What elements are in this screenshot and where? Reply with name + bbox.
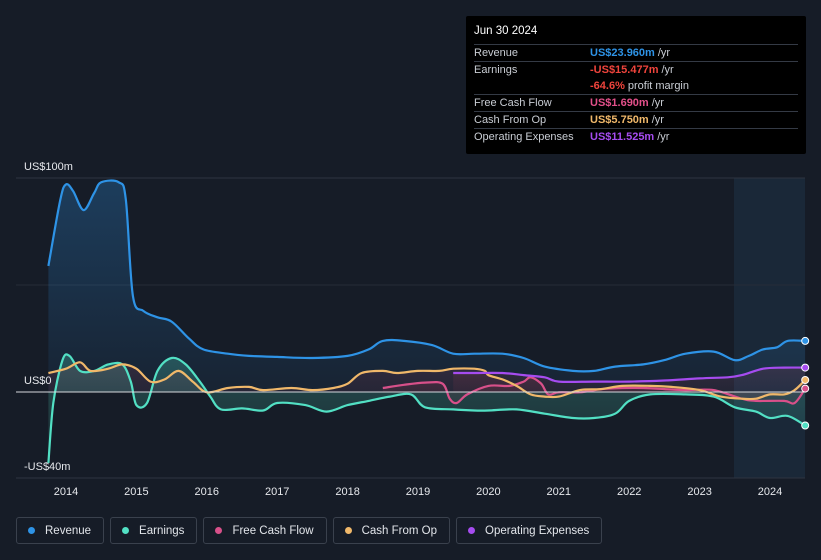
- end-point-free-cash-flow[interactable]: [801, 384, 810, 393]
- forecast-shade: [734, 178, 805, 478]
- end-point-earnings[interactable]: [801, 421, 810, 430]
- legend-item-revenue[interactable]: Revenue: [16, 517, 105, 544]
- legend-label: Free Cash Flow: [232, 524, 314, 537]
- tooltip-label: [474, 78, 590, 94]
- x-tick-label: 2016: [195, 486, 219, 498]
- series-area-operating-expenses: [453, 367, 806, 393]
- tooltip-row-profit-margin: -64.6% profit margin: [474, 78, 798, 94]
- legend-dot-icon: [215, 527, 223, 534]
- tooltip-label: Revenue: [474, 47, 519, 59]
- tooltip-value: -64.6%: [590, 80, 625, 92]
- x-tick-label: 2014: [54, 486, 78, 498]
- legend-label: Revenue: [45, 524, 92, 537]
- tooltip-row-operating-expenses: Operating Expenses US$11.525m /yr: [474, 128, 798, 145]
- tooltip-unit: /yr: [651, 97, 664, 109]
- legend-item-free-cash-flow[interactable]: Free Cash Flow: [203, 517, 327, 544]
- tooltip-value: -US$15.477m: [590, 64, 659, 76]
- legend-item-operating-expenses[interactable]: Operating Expenses: [456, 517, 603, 544]
- tooltip-unit: /yr: [661, 64, 674, 76]
- x-tick-label: 2020: [476, 486, 500, 498]
- legend: Revenue Earnings Free Cash Flow Cash Fro…: [16, 517, 603, 544]
- x-tick-label: 2017: [265, 486, 289, 498]
- y-label-zero: US$0: [24, 375, 52, 387]
- x-tick-label: 2022: [617, 486, 641, 498]
- tooltip-value: US$23.960m: [590, 47, 655, 59]
- y-label-bottom: -US$40m: [24, 461, 70, 473]
- x-tick-label: 2019: [406, 486, 430, 498]
- x-tick-label: 2023: [687, 486, 711, 498]
- tooltip-label: Cash From Op: [474, 114, 547, 126]
- tooltip-unit: /yr: [657, 47, 671, 59]
- legend-item-cash-from-op[interactable]: Cash From Op: [332, 517, 451, 544]
- tooltip-date: Jun 30 2024: [474, 25, 538, 37]
- legend-label: Operating Expenses: [485, 524, 590, 537]
- series-line-operating-expenses[interactable]: [453, 366, 806, 384]
- legend-dot-icon: [468, 527, 476, 534]
- tooltip-row-free-cash-flow: Free Cash Flow US$1.690m /yr: [474, 94, 798, 111]
- y-label-top: US$100m: [24, 161, 73, 173]
- legend-item-earnings[interactable]: Earnings: [110, 517, 198, 544]
- end-point-revenue[interactable]: [801, 336, 810, 345]
- x-tick-label: 2021: [547, 486, 571, 498]
- legend-dot-icon: [28, 527, 35, 534]
- tooltip-unit: profit margin: [627, 80, 689, 92]
- series-line-revenue[interactable]: [47, 179, 806, 373]
- tooltip-row-earnings: Earnings -US$15.477m /yr: [474, 61, 798, 78]
- tooltip-row-cash-from-op: Cash From Op US$5.750m /yr: [474, 111, 798, 128]
- tooltip-value: US$5.750m: [590, 114, 649, 126]
- tooltip-panel: Jun 30 2024 Revenue US$23.960m /yr Earni…: [466, 16, 806, 154]
- x-tick-label: 2024: [758, 486, 782, 498]
- legend-label: Earnings: [139, 524, 185, 537]
- end-point-cash-from-op[interactable]: [801, 376, 810, 384]
- end-point-operating-expenses[interactable]: [801, 363, 810, 372]
- series-area-revenue: [48, 180, 806, 393]
- series-line-cash-from-op[interactable]: [48, 361, 806, 401]
- tooltip-value: US$1.690m: [590, 97, 649, 109]
- x-tick-label: 2018: [335, 486, 359, 498]
- tooltip-value: US$11.525m: [590, 131, 655, 143]
- tooltip-unit: /yr: [657, 131, 670, 143]
- tooltip-unit: /yr: [651, 114, 664, 126]
- legend-label: Cash From Op: [361, 524, 438, 537]
- tooltip-label: Operating Expenses: [474, 131, 574, 143]
- tooltip-row-revenue: Revenue US$23.960m /yr: [474, 44, 798, 61]
- tooltip-label: Earnings: [474, 64, 518, 76]
- legend-dot-icon: [344, 527, 352, 534]
- legend-dot-icon: [122, 527, 130, 534]
- x-tick-label: 2015: [124, 486, 148, 498]
- tooltip-label: Free Cash Flow: [474, 97, 552, 109]
